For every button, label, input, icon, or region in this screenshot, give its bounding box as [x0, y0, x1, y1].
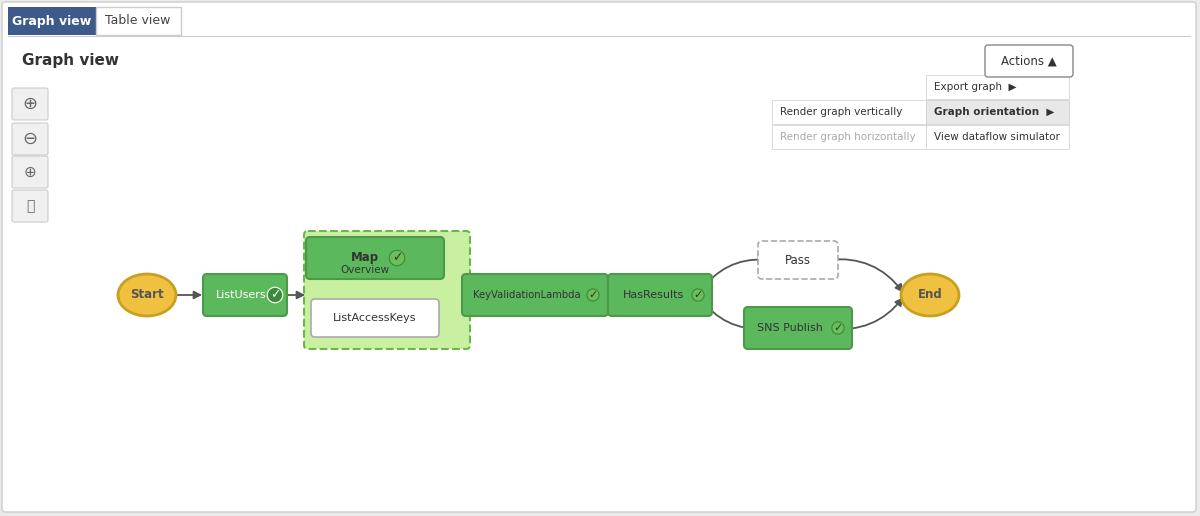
Text: Start: Start: [130, 288, 164, 301]
FancyBboxPatch shape: [744, 307, 852, 349]
Text: View dataflow simulator: View dataflow simulator: [934, 132, 1060, 142]
Text: ✓: ✓: [270, 288, 281, 301]
Text: Overview: Overview: [341, 265, 390, 275]
Text: ⊕: ⊕: [24, 165, 36, 180]
Text: End: End: [918, 288, 942, 301]
FancyBboxPatch shape: [608, 274, 712, 316]
Ellipse shape: [118, 274, 176, 316]
Text: ✓: ✓: [391, 251, 402, 265]
Text: ⊖: ⊖: [23, 130, 37, 148]
Text: HasResults: HasResults: [623, 290, 685, 300]
Ellipse shape: [901, 274, 959, 316]
Text: Map: Map: [350, 251, 379, 265]
FancyBboxPatch shape: [772, 125, 926, 149]
Text: Render graph vertically: Render graph vertically: [780, 107, 902, 117]
Text: Export graph  ▶: Export graph ▶: [934, 82, 1016, 92]
Text: Graph orientation  ▶: Graph orientation ▶: [934, 107, 1055, 117]
FancyBboxPatch shape: [304, 231, 470, 349]
Text: Table view: Table view: [106, 14, 170, 27]
Text: ListAccessKeys: ListAccessKeys: [334, 313, 416, 323]
Text: Actions ▲: Actions ▲: [1001, 55, 1057, 68]
Text: ✓: ✓: [588, 290, 598, 300]
FancyBboxPatch shape: [462, 274, 608, 316]
Text: ⊕: ⊕: [23, 95, 37, 113]
Text: Render graph horizontally: Render graph horizontally: [780, 132, 916, 142]
Text: ✓: ✓: [694, 290, 703, 300]
Text: ⛶: ⛶: [26, 199, 34, 213]
FancyBboxPatch shape: [8, 7, 96, 35]
FancyBboxPatch shape: [926, 100, 1069, 124]
FancyBboxPatch shape: [311, 299, 439, 337]
FancyBboxPatch shape: [12, 156, 48, 188]
FancyBboxPatch shape: [306, 237, 444, 279]
Text: ✓: ✓: [833, 323, 842, 333]
FancyBboxPatch shape: [985, 45, 1073, 77]
FancyBboxPatch shape: [926, 125, 1069, 149]
FancyBboxPatch shape: [203, 274, 287, 316]
FancyBboxPatch shape: [12, 123, 48, 155]
Text: Pass: Pass: [785, 253, 811, 266]
FancyBboxPatch shape: [758, 241, 838, 279]
FancyBboxPatch shape: [12, 88, 48, 120]
FancyBboxPatch shape: [772, 100, 926, 124]
FancyBboxPatch shape: [12, 190, 48, 222]
FancyBboxPatch shape: [926, 75, 1069, 99]
Text: Graph view: Graph view: [22, 53, 119, 68]
FancyBboxPatch shape: [96, 7, 181, 35]
Text: KeyValidationLambda: KeyValidationLambda: [473, 290, 581, 300]
Text: SNS Publish: SNS Publish: [757, 323, 823, 333]
Text: ListUsers: ListUsers: [216, 290, 266, 300]
Text: Graph view: Graph view: [12, 14, 91, 27]
